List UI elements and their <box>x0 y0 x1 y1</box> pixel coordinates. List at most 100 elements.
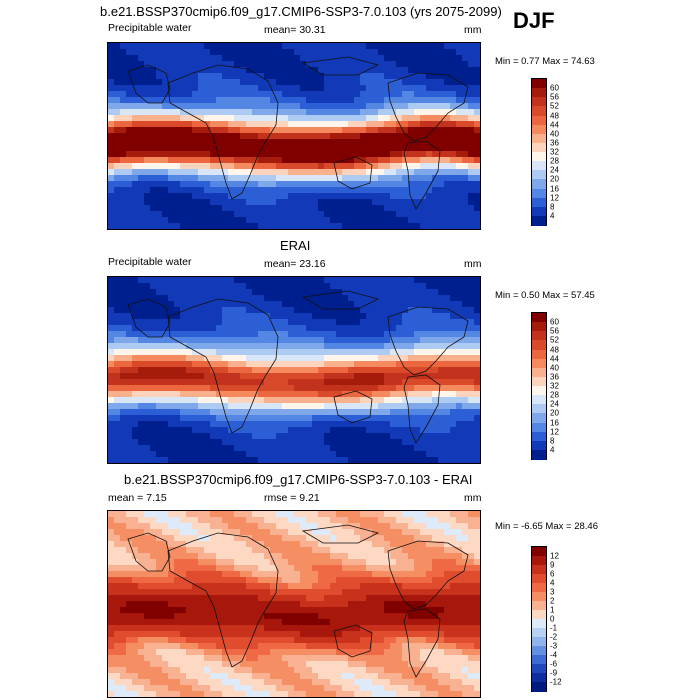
map-field <box>108 43 480 229</box>
colorbar-tick-label: 36 <box>550 138 559 148</box>
coastline <box>127 298 171 338</box>
mean-label: mean = 7.15 <box>108 492 167 504</box>
colorbar-tick-label: -12 <box>550 677 562 687</box>
season-label: DJF <box>513 8 555 33</box>
rmse-label: rmse = 9.21 <box>264 492 320 504</box>
colorbar-tick-label: -2 <box>550 632 558 642</box>
colorbar-bin <box>532 610 546 620</box>
colorbar-tick-label: 44 <box>550 354 559 364</box>
colorbar-tick-label: 48 <box>550 345 559 354</box>
colorbar-tick-label: -6 <box>550 659 558 669</box>
colorbar-bin <box>532 386 546 396</box>
colorbar-bin <box>532 556 546 566</box>
map-field <box>108 277 480 463</box>
colorbar-bin <box>532 376 546 387</box>
colorbar-bin <box>532 322 546 332</box>
colorbar-tick-label: -1 <box>550 623 558 633</box>
colorbar-tick-label: -9 <box>550 668 558 678</box>
coastline <box>301 56 380 76</box>
mean-label: mean= 30.31 <box>264 24 326 36</box>
coastline <box>387 72 469 142</box>
colorbar-tick-label: 24 <box>550 165 559 175</box>
colorbar-tick-label: 56 <box>550 92 559 102</box>
colorbar-tick-label: 40 <box>550 363 559 373</box>
colorbar-tick-label: 12 <box>550 551 559 561</box>
map-panel <box>107 510 481 698</box>
coastline <box>403 374 441 444</box>
colorbar-tick-label: 44 <box>550 120 559 130</box>
colorbar: 60 56 52 48 44 40 36 32 28 24 20 16 12 8 4 <box>531 312 559 460</box>
colorbar-tick-label: 40 <box>550 129 559 139</box>
colorbar-tick-label: 20 <box>550 174 559 184</box>
colorbar-bin <box>532 655 546 665</box>
coastline <box>387 540 469 610</box>
coastline <box>333 390 373 424</box>
units-label: mm <box>464 492 482 504</box>
colorbar-bin <box>532 88 546 98</box>
colorbar-tick-label: 2 <box>550 596 555 606</box>
variable-label: Precipitable water <box>108 256 192 268</box>
colorbar: 12 9 6 4 3 2 1 0 -1 -2 -3 -4 -6 -9 -12 <box>531 546 562 692</box>
colorbar-tick-label: 3 <box>550 587 555 597</box>
colorbar-tick-label: 60 <box>550 317 559 327</box>
panel-title: ERAI <box>280 238 311 253</box>
coastline <box>301 290 380 310</box>
map-field <box>108 511 480 697</box>
min-max-stats: Min = 0.50 Max = 57.45 <box>495 290 595 301</box>
colorbar-bin <box>532 197 546 208</box>
colorbar-tick-label: 36 <box>550 372 559 382</box>
colorbar-bin <box>532 142 546 153</box>
colorbar-bin <box>532 449 546 460</box>
colorbar-bin <box>532 313 546 323</box>
min-max-stats: Min = 0.77 Max = 74.63 <box>495 56 595 67</box>
colorbar-tick-label: 52 <box>550 335 559 345</box>
units-label: mm <box>464 258 482 270</box>
colorbar-tick-label: 20 <box>550 408 559 418</box>
map-panel <box>107 42 481 230</box>
colorbar-tick-label: 24 <box>550 399 559 409</box>
colorbar: 60 56 52 48 44 40 36 32 28 24 20 16 12 8 4 <box>531 78 559 226</box>
colorbar-tick-label: 28 <box>550 156 559 166</box>
colorbar-tick-label: 52 <box>550 101 559 111</box>
coastline <box>167 532 279 668</box>
colorbar-bin <box>532 404 546 414</box>
colorbar-bin <box>532 97 546 107</box>
panel-title: b.e21.BSSP370cmip6.f09_g17.CMIP6-SSP3-7.… <box>100 4 502 19</box>
colorbar-tick-label: 0 <box>550 614 555 624</box>
colorbar-tick-label: 8 <box>550 436 555 446</box>
colorbar-tick-label: 4 <box>550 445 555 455</box>
colorbar-bin <box>532 619 546 629</box>
colorbar-tick-label: 12 <box>550 193 559 203</box>
colorbar-bin <box>532 673 546 683</box>
coastline <box>127 64 171 104</box>
colorbar-bin <box>532 413 546 423</box>
colorbar-bin <box>532 161 546 171</box>
colorbar-bin <box>532 206 546 217</box>
colorbar-tick-label: 9 <box>550 560 555 570</box>
colorbar-bin <box>532 215 546 226</box>
colorbar-bin <box>532 115 546 126</box>
colorbar-tick-label: 16 <box>550 184 559 193</box>
colorbar-tick-label: 28 <box>550 390 559 400</box>
colorbar-bin <box>532 422 546 433</box>
colorbar-tick-label: 1 <box>550 605 555 615</box>
colorbar-bin <box>532 682 546 692</box>
colorbar-bin <box>532 637 546 647</box>
coastline <box>167 64 279 200</box>
units-label: mm <box>464 24 482 36</box>
colorbar-bin <box>532 646 546 656</box>
coastline <box>403 608 441 678</box>
colorbar-tick-label: 12 <box>550 427 559 437</box>
colorbar-bin <box>532 79 546 89</box>
colorbar-tick-label: 48 <box>550 111 559 120</box>
colorbar-bin <box>532 367 546 378</box>
colorbar-bin <box>532 179 546 189</box>
colorbar-tick-label: 8 <box>550 202 555 212</box>
coastline <box>403 140 441 210</box>
colorbar-tick-label: -4 <box>550 650 558 660</box>
colorbar-tick-label: 16 <box>550 418 559 427</box>
colorbar-bin <box>532 152 546 162</box>
colorbar-bin <box>532 592 546 602</box>
colorbar-bin <box>532 331 546 341</box>
coastline <box>333 156 373 190</box>
